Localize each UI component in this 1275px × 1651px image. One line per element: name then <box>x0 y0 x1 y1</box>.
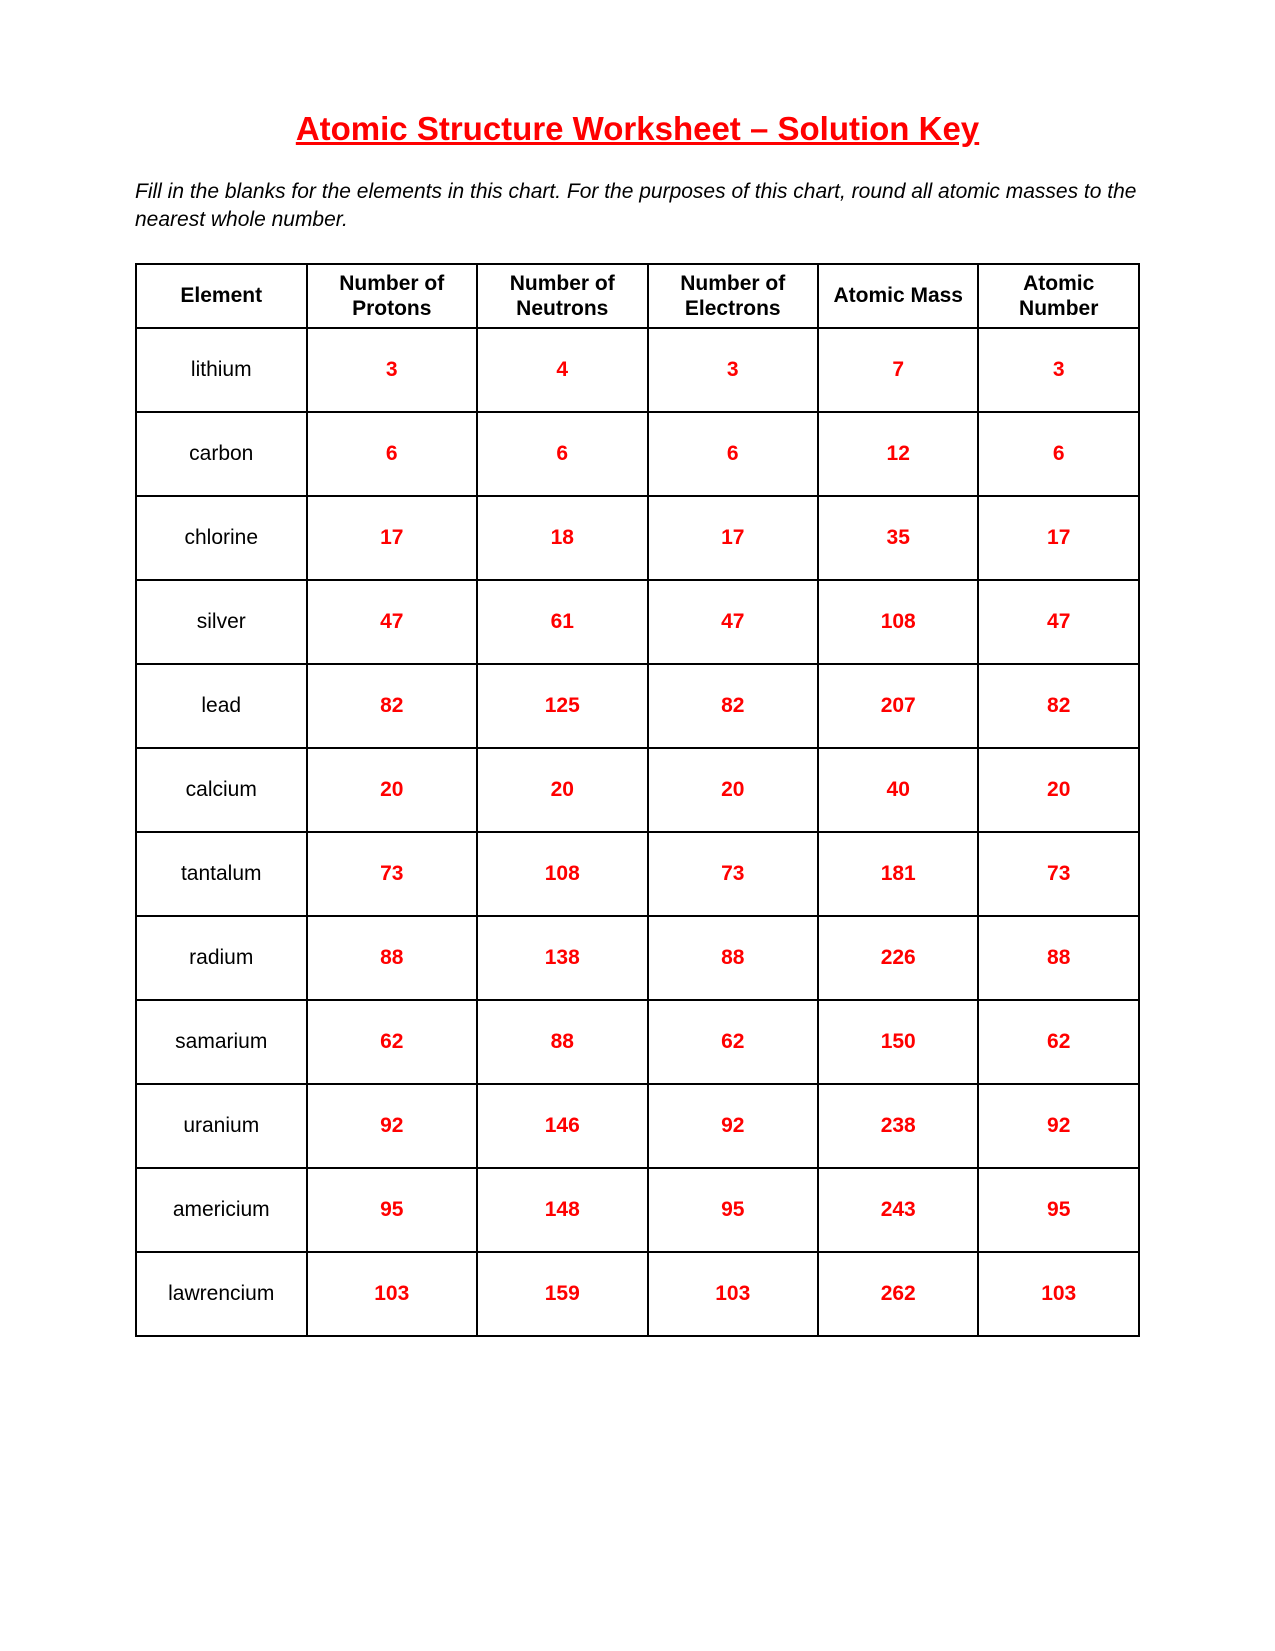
cell-neutrons: 148 <box>477 1168 648 1252</box>
cell-element: calcium <box>136 748 307 832</box>
cell-neutrons: 159 <box>477 1252 648 1336</box>
cell-mass: 35 <box>818 496 978 580</box>
cell-element: silver <box>136 580 307 664</box>
col-header-protons: Number of Protons <box>307 264 478 328</box>
cell-protons: 3 <box>307 328 478 412</box>
table-row: americium951489524395 <box>136 1168 1139 1252</box>
instructions-text: Fill in the blanks for the elements in t… <box>135 178 1140 235</box>
cell-element: americium <box>136 1168 307 1252</box>
cell-mass: 226 <box>818 916 978 1000</box>
cell-protons: 95 <box>307 1168 478 1252</box>
cell-number: 6 <box>978 412 1139 496</box>
cell-protons: 6 <box>307 412 478 496</box>
cell-number: 88 <box>978 916 1139 1000</box>
col-header-element: Element <box>136 264 307 328</box>
table-row: lithium34373 <box>136 328 1139 412</box>
cell-neutrons: 18 <box>477 496 648 580</box>
cell-number: 92 <box>978 1084 1139 1168</box>
cell-number: 47 <box>978 580 1139 664</box>
cell-number: 17 <box>978 496 1139 580</box>
col-header-number: Atomic Number <box>978 264 1139 328</box>
cell-neutrons: 125 <box>477 664 648 748</box>
cell-element: uranium <box>136 1084 307 1168</box>
cell-neutrons: 146 <box>477 1084 648 1168</box>
cell-neutrons: 88 <box>477 1000 648 1084</box>
cell-neutrons: 61 <box>477 580 648 664</box>
table-row: uranium921469223892 <box>136 1084 1139 1168</box>
table-row: samarium62886215062 <box>136 1000 1139 1084</box>
cell-electrons: 92 <box>648 1084 819 1168</box>
cell-neutrons: 4 <box>477 328 648 412</box>
cell-protons: 62 <box>307 1000 478 1084</box>
cell-mass: 243 <box>818 1168 978 1252</box>
table-row: lawrencium103159103262103 <box>136 1252 1139 1336</box>
cell-number: 20 <box>978 748 1139 832</box>
cell-element: lithium <box>136 328 307 412</box>
table-header-row: Element Number of Protons Number of Neut… <box>136 264 1139 328</box>
cell-protons: 20 <box>307 748 478 832</box>
cell-electrons: 20 <box>648 748 819 832</box>
cell-electrons: 6 <box>648 412 819 496</box>
cell-electrons: 95 <box>648 1168 819 1252</box>
cell-element: carbon <box>136 412 307 496</box>
table-row: lead821258220782 <box>136 664 1139 748</box>
cell-protons: 73 <box>307 832 478 916</box>
cell-number: 62 <box>978 1000 1139 1084</box>
cell-protons: 82 <box>307 664 478 748</box>
cell-electrons: 3 <box>648 328 819 412</box>
cell-electrons: 103 <box>648 1252 819 1336</box>
cell-electrons: 62 <box>648 1000 819 1084</box>
cell-neutrons: 138 <box>477 916 648 1000</box>
cell-electrons: 82 <box>648 664 819 748</box>
cell-number: 73 <box>978 832 1139 916</box>
page-title: Atomic Structure Worksheet – Solution Ke… <box>135 110 1140 148</box>
cell-mass: 150 <box>818 1000 978 1084</box>
cell-element: chlorine <box>136 496 307 580</box>
cell-electrons: 17 <box>648 496 819 580</box>
cell-mass: 40 <box>818 748 978 832</box>
cell-neutrons: 6 <box>477 412 648 496</box>
cell-element: samarium <box>136 1000 307 1084</box>
cell-mass: 108 <box>818 580 978 664</box>
cell-mass: 238 <box>818 1084 978 1168</box>
cell-number: 103 <box>978 1252 1139 1336</box>
table-row: radium881388822688 <box>136 916 1139 1000</box>
cell-protons: 17 <box>307 496 478 580</box>
cell-protons: 47 <box>307 580 478 664</box>
atomic-structure-table: Element Number of Protons Number of Neut… <box>135 263 1140 1337</box>
cell-mass: 262 <box>818 1252 978 1336</box>
cell-neutrons: 20 <box>477 748 648 832</box>
cell-number: 95 <box>978 1168 1139 1252</box>
cell-element: lead <box>136 664 307 748</box>
cell-protons: 88 <box>307 916 478 1000</box>
cell-neutrons: 108 <box>477 832 648 916</box>
table-row: carbon666126 <box>136 412 1139 496</box>
cell-element: tantalum <box>136 832 307 916</box>
table-row: calcium2020204020 <box>136 748 1139 832</box>
cell-protons: 92 <box>307 1084 478 1168</box>
cell-electrons: 47 <box>648 580 819 664</box>
table-row: tantalum731087318173 <box>136 832 1139 916</box>
cell-mass: 181 <box>818 832 978 916</box>
table-row: silver47614710847 <box>136 580 1139 664</box>
cell-mass: 207 <box>818 664 978 748</box>
worksheet-page: Atomic Structure Worksheet – Solution Ke… <box>0 0 1275 1651</box>
cell-mass: 12 <box>818 412 978 496</box>
cell-electrons: 88 <box>648 916 819 1000</box>
cell-element: radium <box>136 916 307 1000</box>
col-header-electrons: Number of Electrons <box>648 264 819 328</box>
cell-number: 3 <box>978 328 1139 412</box>
cell-protons: 103 <box>307 1252 478 1336</box>
col-header-mass: Atomic Mass <box>818 264 978 328</box>
col-header-neutrons: Number of Neutrons <box>477 264 648 328</box>
cell-number: 82 <box>978 664 1139 748</box>
cell-element: lawrencium <box>136 1252 307 1336</box>
cell-electrons: 73 <box>648 832 819 916</box>
cell-mass: 7 <box>818 328 978 412</box>
table-row: chlorine1718173517 <box>136 496 1139 580</box>
